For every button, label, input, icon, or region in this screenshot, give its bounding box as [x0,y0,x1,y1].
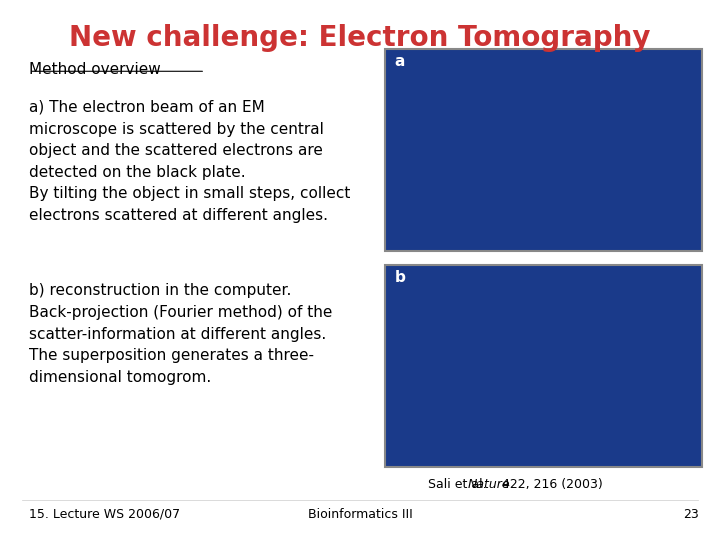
Text: Nature: Nature [467,478,510,491]
Text: Sali et al.: Sali et al. [428,478,491,491]
Text: 422, 216 (2003): 422, 216 (2003) [498,478,603,491]
Text: Method overview: Method overview [29,62,161,77]
Text: 15. Lecture WS 2006/07: 15. Lecture WS 2006/07 [29,508,180,521]
Text: a: a [395,54,405,69]
FancyBboxPatch shape [385,265,702,467]
Text: New challenge: Electron Tomography: New challenge: Electron Tomography [69,24,651,52]
Text: b: b [395,270,405,285]
Text: b) reconstruction in the computer.
Back-projection (Fourier method) of the
scatt: b) reconstruction in the computer. Back-… [29,284,332,385]
FancyBboxPatch shape [385,49,702,251]
Text: 23: 23 [683,508,698,521]
Text: a) The electron beam of an EM
microscope is scattered by the central
object and : a) The electron beam of an EM microscope… [29,100,350,223]
Text: Bioinformatics III: Bioinformatics III [307,508,413,521]
